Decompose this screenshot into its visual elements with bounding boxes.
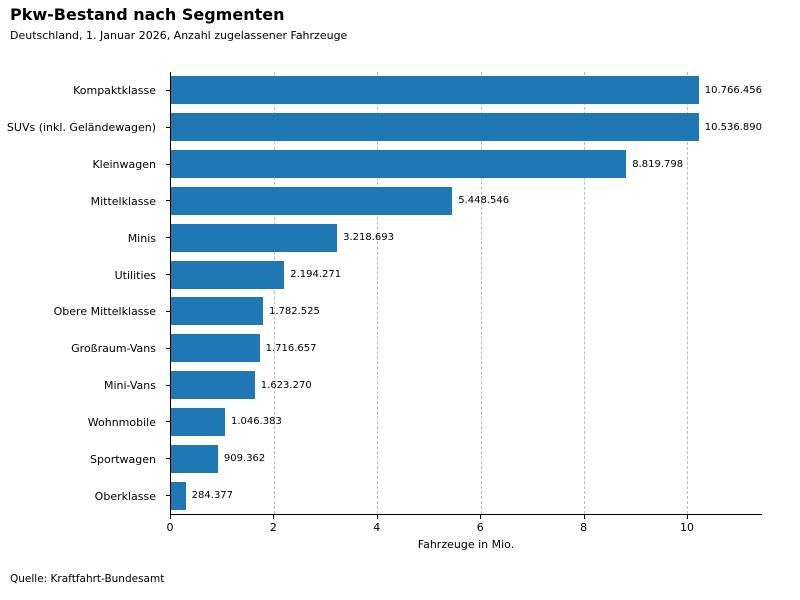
x-tick-label: 2	[269, 521, 277, 534]
x-tick-mark	[376, 515, 378, 519]
y-tick-mark	[166, 200, 170, 202]
category-label: Obere Mittelklasse	[53, 305, 156, 319]
y-tick-mark	[166, 163, 170, 165]
bar	[171, 481, 186, 510]
bar	[171, 186, 453, 215]
bar-value-label: 909.362	[223, 453, 266, 465]
gridline	[274, 72, 276, 514]
bar-value-label: 1.046.383	[231, 416, 282, 428]
category-label: Kleinwagen	[92, 157, 156, 171]
bar	[171, 223, 338, 252]
bar-value-label: 3.218.693	[343, 232, 395, 244]
bar-row: 1.046.383	[171, 403, 762, 440]
bar-value-label: 1.782.525	[269, 305, 320, 317]
x-tick-label: 8	[580, 521, 588, 534]
y-tick-mark	[166, 347, 170, 349]
category-label: Sportwagen	[90, 453, 156, 467]
y-tick-mark	[166, 237, 170, 239]
y-tick-mark	[166, 421, 170, 423]
category-label: Mini-Vans	[103, 379, 156, 393]
bar-value-label: 2.194.271	[290, 269, 342, 281]
bar	[171, 150, 627, 179]
y-tick-mark	[166, 89, 170, 91]
y-tick-mark	[166, 458, 170, 460]
x-tick-mark	[583, 515, 585, 519]
bar-row: 10.766.456	[171, 72, 762, 109]
x-tick-label: 0	[166, 521, 174, 534]
category-label: Oberklasse	[94, 490, 156, 504]
bar	[171, 334, 260, 363]
bar	[171, 113, 699, 142]
bar-row: 8.819.798	[171, 146, 762, 183]
category-label: Wohnmobile	[87, 416, 156, 430]
bar-row: 10.536.890	[171, 109, 762, 146]
category-label: Utilities	[114, 268, 156, 282]
bar-row: 284.377	[171, 477, 762, 514]
x-tick-label: 10	[680, 521, 695, 534]
bar	[171, 371, 255, 400]
bar-value-label: 10.536.890	[704, 121, 762, 133]
gridlines	[171, 72, 762, 514]
bars: 10.766.456 10.536.890 8.819.798 5.448.546 3.…	[171, 72, 762, 514]
gridline	[583, 72, 585, 514]
gridline	[377, 72, 379, 514]
bar-value-label: 284.377	[191, 490, 234, 502]
x-axis-label: Fahrzeuge in Mio.	[417, 538, 515, 551]
source-note: Quelle: Kraftfahrt-Bundesamt	[10, 573, 165, 585]
x-tick-mark	[273, 515, 275, 519]
bar	[171, 444, 218, 473]
y-tick-mark	[166, 310, 170, 312]
gridline	[687, 72, 689, 514]
category-label: SUVs (inkl. Geländewagen)	[6, 120, 156, 134]
category-label: Mittelklasse	[90, 194, 156, 208]
y-tick-mark	[166, 274, 170, 276]
x-tick-label: 4	[373, 521, 381, 534]
category-label: Minis	[127, 231, 156, 245]
bar-row: 1.782.525	[171, 293, 762, 330]
x-tick-mark	[687, 515, 689, 519]
bar-row: 1.716.657	[171, 330, 762, 367]
bar	[171, 76, 699, 105]
chart-title: Pkw-Bestand nach Segmenten	[10, 5, 285, 24]
chart-subtitle: Deutschland, 1. Januar 2026, Anzahl zuge…	[10, 29, 348, 42]
gridline	[480, 72, 482, 514]
bar-value-label: 1.623.270	[260, 379, 312, 391]
bar-row: 5.448.546	[171, 182, 762, 219]
x-axis-ticks: 0 2 4 6 8 10	[166, 514, 762, 536]
bar-row: 2.194.271	[171, 256, 762, 293]
bar-row: 909.362	[171, 440, 762, 477]
category-label: Großraum-Vans	[71, 342, 156, 356]
bar-value-label: 5.448.546	[458, 195, 510, 207]
bar-value-label: 1.716.657	[265, 342, 317, 354]
plot-area: 10.766.456 10.536.890 8.819.798 5.448.546 3.…	[166, 72, 762, 515]
category-label: Kompaktklasse	[73, 83, 156, 97]
category-labels: Kompaktklasse SUVs (inkl. Geländewagen) Kl…	[0, 72, 163, 515]
bar	[171, 297, 263, 326]
x-tick-mark	[480, 515, 482, 519]
bar	[171, 260, 285, 289]
bar-row: 1.623.270	[171, 367, 762, 404]
x-tick-label: 6	[476, 521, 484, 534]
bar-value-label: 10.766.456	[704, 84, 762, 96]
y-tick-mark	[166, 495, 170, 497]
y-tick-mark	[166, 126, 170, 128]
bar-row: 3.218.693	[171, 219, 762, 256]
x-tick-mark	[170, 515, 171, 519]
bar	[171, 407, 225, 436]
bar-value-label: 8.819.798	[632, 158, 684, 170]
y-tick-mark	[166, 384, 170, 386]
